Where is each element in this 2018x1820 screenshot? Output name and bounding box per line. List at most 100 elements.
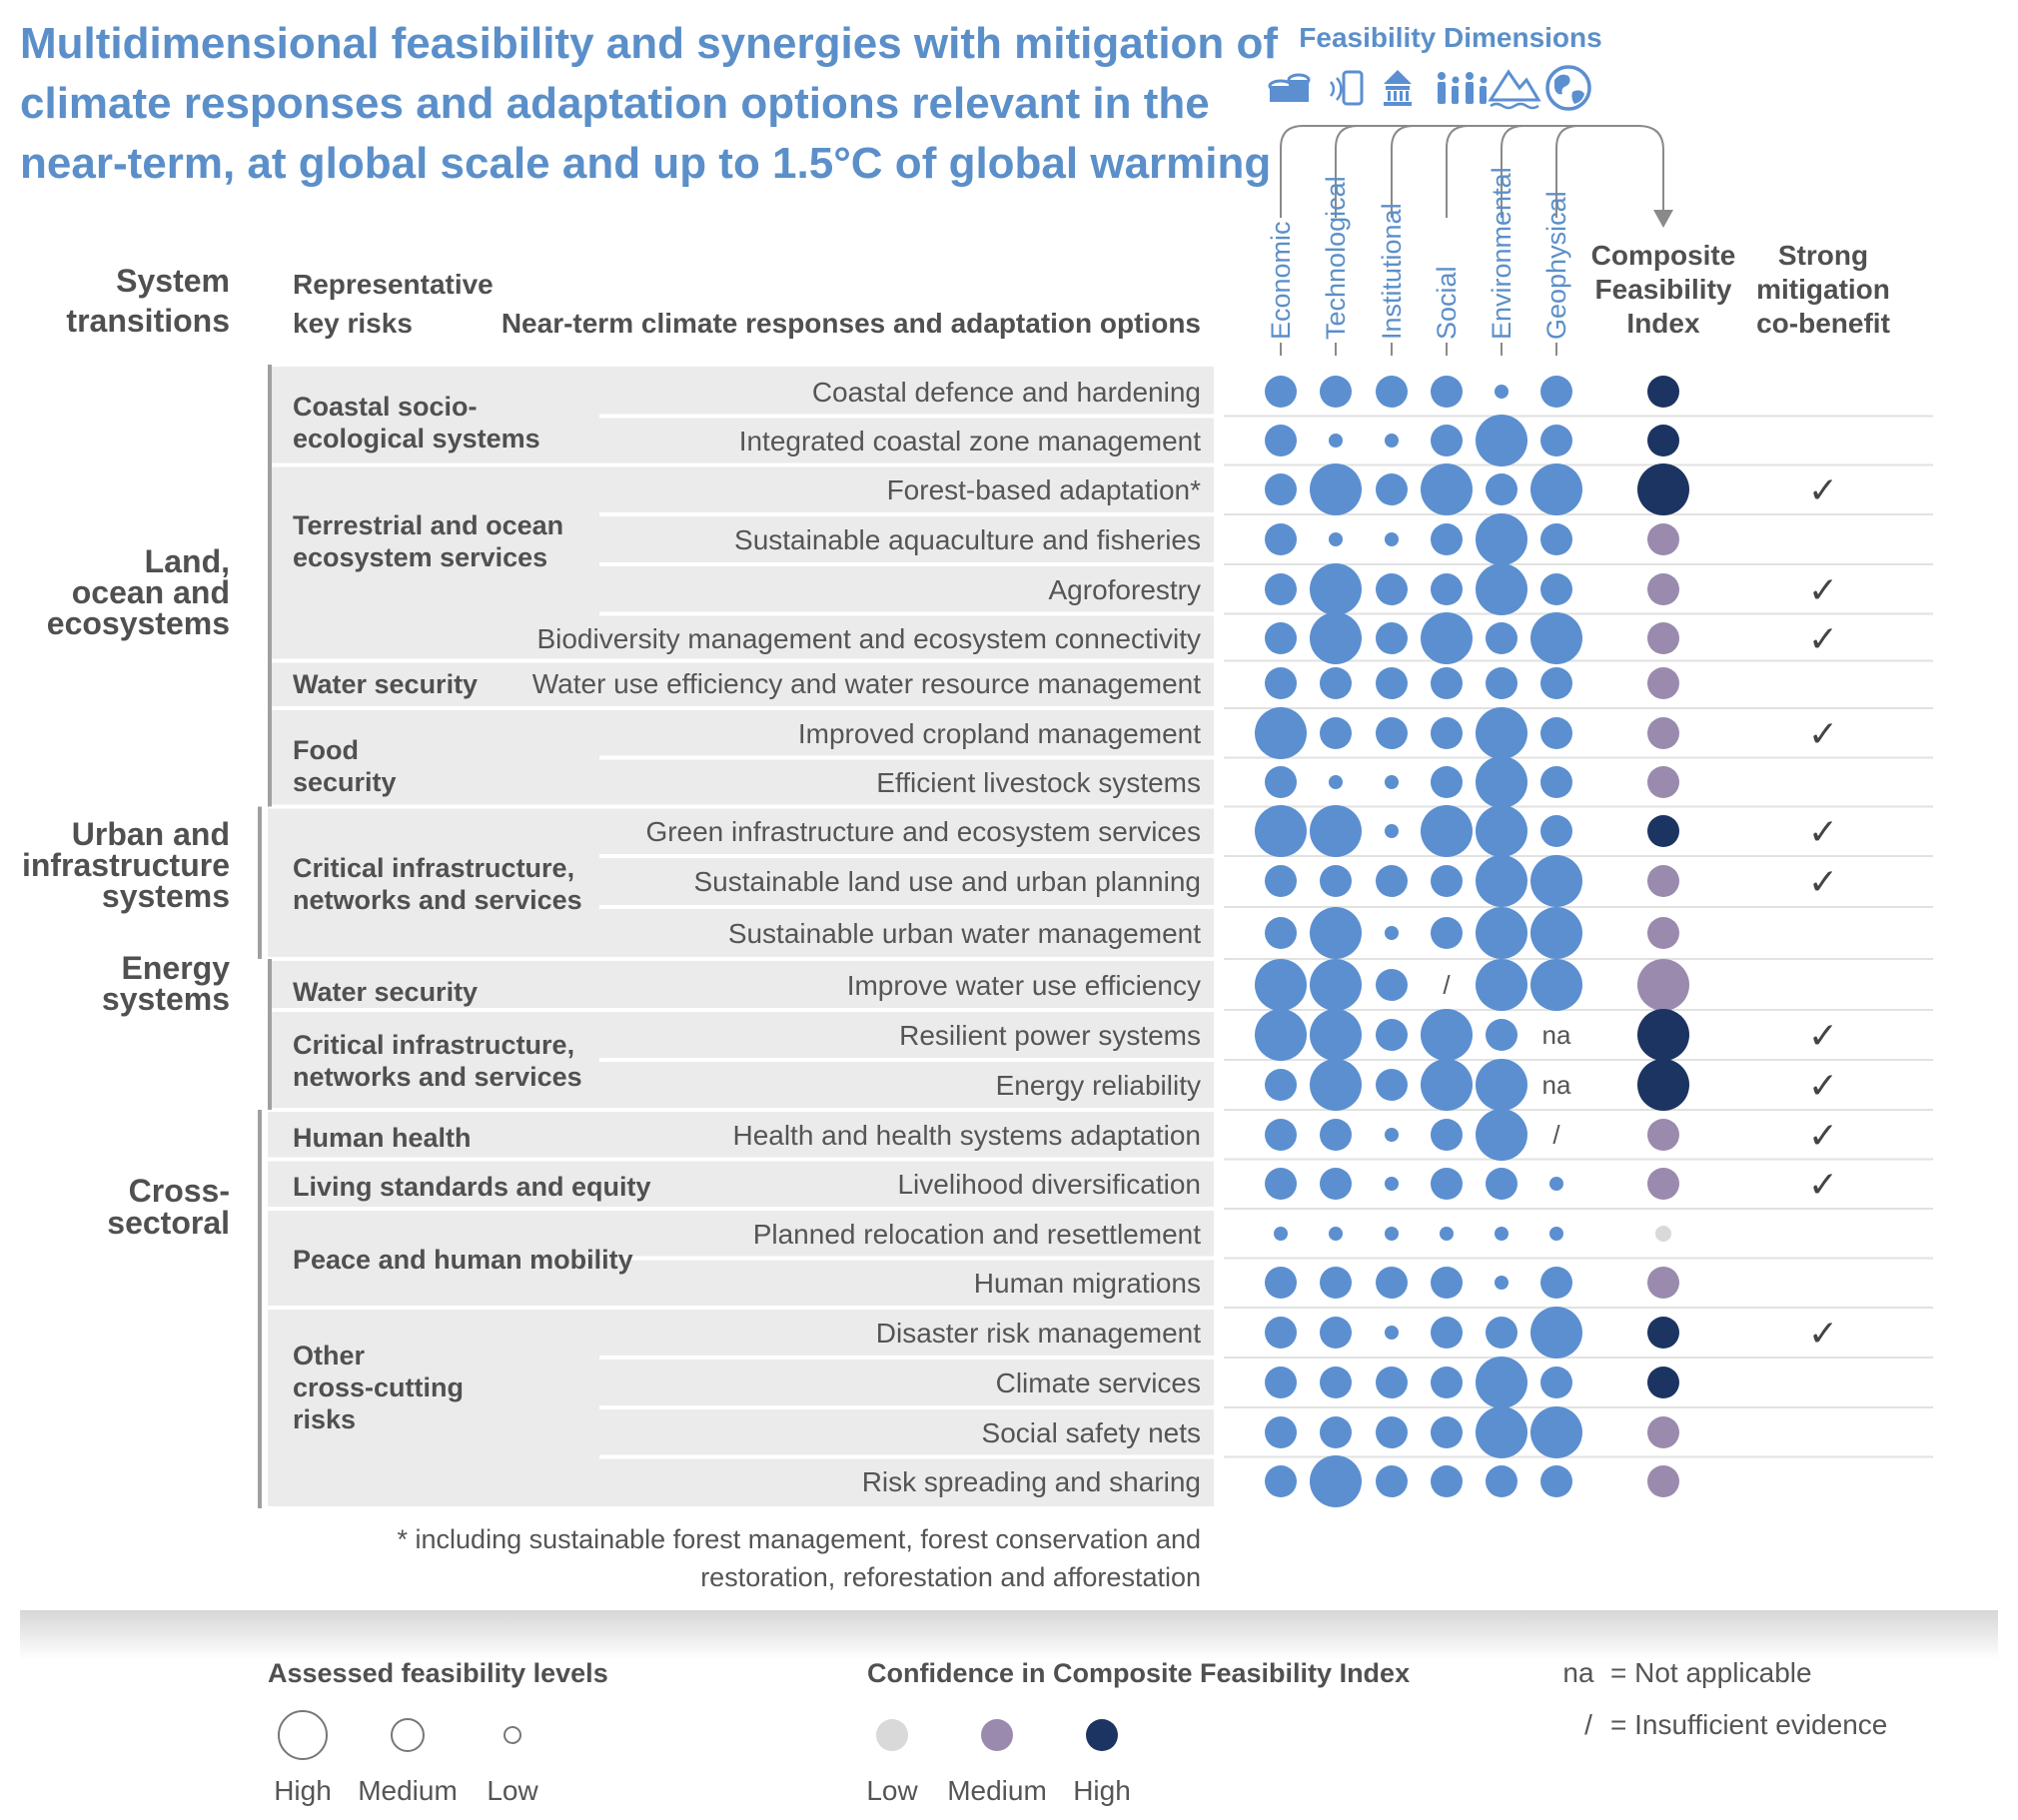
option-row-bg <box>599 367 1214 415</box>
mitigation-check: ✓ <box>1808 570 1838 611</box>
legend-na-text: = Not applicable <box>1610 1657 1812 1688</box>
feasibility-circle <box>1530 907 1582 959</box>
option-label: Agroforestry <box>1049 574 1202 605</box>
option-row-bg <box>599 1458 1214 1506</box>
feasibility-circle <box>1376 717 1408 749</box>
option-row-bg <box>599 909 1214 957</box>
dimension-bracket <box>1280 125 1673 228</box>
feasibility-circle <box>1385 1177 1399 1191</box>
feasibility-circle <box>1421 1059 1473 1111</box>
composite-marks <box>1637 376 1689 1497</box>
option-row-bg <box>599 858 1214 905</box>
system-label: Urban and <box>72 816 230 852</box>
option-row-bg <box>599 466 1214 512</box>
risk-label: Human health <box>293 1123 472 1153</box>
insufficient-evidence-mark: / <box>1552 1120 1560 1150</box>
option-label: Improved cropland management <box>798 718 1201 749</box>
feasibility-circle <box>1431 717 1463 749</box>
risk-group-bg <box>268 1310 599 1506</box>
feasibility-circle <box>1431 573 1463 605</box>
risk-label: Other <box>293 1341 366 1370</box>
risk-label: Terrestrial and ocean <box>293 510 563 540</box>
dimension-labels: Economic Technological Institutional Social… <box>1266 167 1571 356</box>
feasibility-circle <box>1265 473 1297 505</box>
option-label: Improve water use efficiency <box>847 970 1201 1001</box>
mitigation-check: ✓ <box>1808 1165 1838 1206</box>
option-label: Sustainable land use and urban planning <box>693 866 1201 897</box>
option-label: Energy reliability <box>996 1070 1201 1101</box>
option-row-bg <box>599 808 1214 854</box>
system-label: Land, <box>145 543 230 579</box>
feasibility-circle <box>1476 805 1527 857</box>
feasibility-circle <box>1385 434 1399 448</box>
feasibility-circle <box>1486 1317 1517 1349</box>
risk-group-bg <box>268 1112 599 1158</box>
feasibility-circle <box>1421 1009 1473 1061</box>
risk-label: security <box>293 767 397 797</box>
system-label: systems <box>102 878 230 914</box>
option-row-bg <box>599 1409 1214 1455</box>
system-label: Energy <box>122 950 231 986</box>
feasibility-circle <box>1530 463 1582 515</box>
legend-feasibility-medium-circle <box>391 1718 425 1752</box>
feasibility-circle <box>1320 1267 1352 1299</box>
risk-labels: Coastal socio-ecological systems Terrestr… <box>293 392 651 1434</box>
composite-circle <box>1647 815 1679 847</box>
system-label: Cross- <box>129 1173 230 1209</box>
system-label: infrastructure <box>22 847 230 883</box>
option-label: Social safety nets <box>982 1417 1201 1448</box>
option-row-bg <box>599 1260 1214 1306</box>
header-key-risks-1: Representative <box>293 269 494 300</box>
composite-circle <box>1647 717 1679 749</box>
feasibility-circle <box>1265 766 1297 798</box>
legend-confidence-low-circle <box>876 1719 908 1751</box>
composite-circle <box>1647 1267 1679 1299</box>
composite-circle <box>1647 1366 1679 1398</box>
feasibility-circle <box>1431 425 1463 456</box>
feasibility-circle <box>1540 766 1572 798</box>
risk-group-bg <box>268 808 599 957</box>
header-mitigation-3: co-benefit <box>1756 308 1890 339</box>
feasibility-circle <box>1255 1009 1307 1061</box>
globe-icon <box>1545 65 1591 111</box>
feasibility-circle <box>1431 865 1463 897</box>
risk-label: Coastal socio- <box>293 392 478 422</box>
not-applicable-mark: na <box>1542 1070 1571 1100</box>
option-row-bg <box>599 615 1214 659</box>
composite-circle <box>1647 1168 1679 1200</box>
feasibility-circle <box>1476 513 1527 565</box>
feasibility-circle <box>1431 1366 1463 1398</box>
option-label: Water use efficiency and water resource … <box>532 668 1201 699</box>
feasibility-circle <box>1376 865 1408 897</box>
feasibility-circle <box>1486 622 1517 654</box>
feasibility-circle <box>1376 622 1408 654</box>
option-label: Efficient livestock systems <box>876 767 1201 798</box>
feasibility-circle <box>1310 1455 1362 1507</box>
feasibility-circle <box>1320 1317 1352 1349</box>
feasibility-circle <box>1265 622 1297 654</box>
feasibility-circle <box>1476 756 1527 808</box>
option-row-bg <box>599 1161 1214 1207</box>
mitigation-check: ✓ <box>1808 812 1838 853</box>
feasibility-circle <box>1376 1267 1408 1299</box>
feasibility-circle <box>1376 376 1408 408</box>
feasibility-circle <box>1385 532 1399 546</box>
feasibility-circle <box>1486 1168 1517 1200</box>
feasibility-circle <box>1431 766 1463 798</box>
feasibility-circle <box>1320 1416 1352 1448</box>
figure-title: Multidimensional feasibility and synergi… <box>20 19 1278 188</box>
risk-label: Water security <box>293 669 478 699</box>
system-group-bar <box>258 1110 262 1508</box>
feasibility-circle <box>1431 917 1463 949</box>
feasibility-circle <box>1476 1059 1527 1111</box>
option-row-bg <box>599 662 1214 706</box>
feasibility-circle <box>1486 1465 1517 1497</box>
feasibility-circle <box>1255 959 1307 1011</box>
header-feasibility-dimensions: Feasibility Dimensions <box>1299 22 1601 53</box>
composite-circle <box>1647 376 1679 408</box>
feasibility-circle <box>1540 717 1572 749</box>
feasibility-circle <box>1385 1128 1399 1142</box>
system-group-bar <box>268 365 272 807</box>
feasibility-circle <box>1540 815 1572 847</box>
feasibility-circle <box>1540 573 1572 605</box>
